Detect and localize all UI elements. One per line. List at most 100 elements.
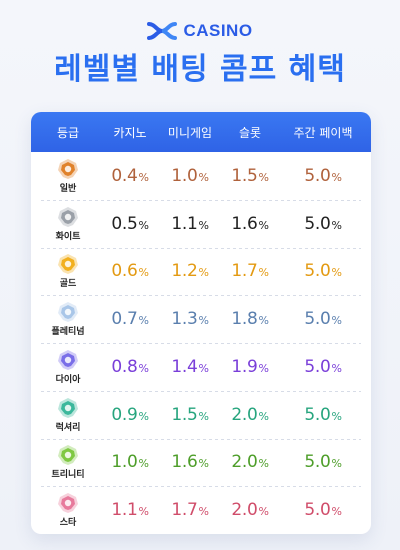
table-row: 트리니티 1.0% 1.6% 2.0% 5.0% [31,438,371,487]
brand: CASINO [0,18,400,44]
rate-value: 0.8 [111,356,138,377]
percent-unit: % [258,505,269,519]
slot-rate: 1.5% [225,166,275,186]
header-casino: 카지노 [113,125,147,140]
green-gem-emblem-icon [58,445,78,466]
slot-rate: 1.7% [225,261,275,281]
rate-value: 1.3 [171,309,198,330]
grade-cell: 트리니티 [31,444,105,480]
casino-rate: 0.8% [105,357,155,377]
percent-unit: % [138,361,149,375]
percent-unit: % [258,266,269,280]
percent-unit: % [198,505,209,519]
percent-unit: % [198,457,209,471]
slot-rate: 1.8% [225,309,275,329]
grade-name: 화이트 [55,231,81,242]
percent-unit: % [138,266,149,280]
header: CASINO 레벨별 배팅 콤프 혜택 [0,18,400,90]
percent-unit: % [198,361,209,375]
table-row: 화이트 0.5% 1.1% 1.6% 5.0% [31,199,371,248]
casino-rate: 0.4% [105,166,155,186]
percent-unit: % [331,314,342,328]
rate-value: 1.6 [231,213,258,234]
rate-value: 5.0 [304,165,331,186]
minigame-rate: 1.7% [155,500,225,520]
rate-value: 1.1 [111,500,138,521]
percent-unit: % [138,314,149,328]
percent-unit: % [331,361,342,375]
percent-unit: % [198,409,209,423]
weekly-payback-rate: 5.0% [275,309,371,329]
casino-rate: 1.0% [105,452,155,472]
casino-logo-icon [147,22,178,40]
rate-value: 1.5 [171,404,198,425]
grade-cell: 플레티넘 [31,301,105,337]
minigame-rate: 1.3% [155,309,225,329]
percent-unit: % [331,409,342,423]
rate-value: 5.0 [304,309,331,330]
rate-value: 5.0 [304,452,331,473]
rate-value: 2.0 [231,404,258,425]
rate-value: 1.4 [171,356,198,377]
table-header: 등급 카지노 미니게임 슬롯 주간 페이백 [31,112,371,152]
rate-value: 0.9 [111,404,138,425]
orange-gem-emblem-icon [58,158,78,179]
diamond-gem-emblem-icon [58,349,78,370]
percent-unit: % [331,266,342,280]
percent-unit: % [198,170,209,184]
platinum-gem-emblem-icon [58,302,78,323]
minigame-rate: 1.0% [155,166,225,186]
rate-value: 0.4 [111,165,138,186]
rate-value: 1.9 [231,356,258,377]
header-grade: 등급 [56,125,80,140]
percent-unit: % [198,266,209,280]
percent-unit: % [331,218,342,232]
weekly-payback-rate: 5.0% [275,405,371,425]
silver-gem-emblem-icon [58,206,78,227]
weekly-payback-rate: 5.0% [275,452,371,472]
table-row: 골드 0.6% 1.2% 1.7% 5.0% [31,247,371,296]
grade-cell: 스타 [31,492,105,528]
slot-rate: 1.9% [225,357,275,377]
header-weekly-payback: 주간 페이백 [293,125,353,140]
rate-value: 1.0 [171,165,198,186]
weekly-payback-rate: 5.0% [275,261,371,281]
grade-cell: 럭셔리 [31,397,105,433]
gold-gem-emblem-icon [58,254,78,275]
page-title: 레벨별 배팅 콤프 혜택 [54,52,346,87]
teal-gem-emblem-icon [58,397,78,418]
weekly-payback-rate: 5.0% [275,357,371,377]
rate-value: 0.7 [111,309,138,330]
grade-name: 다이아 [55,374,81,385]
percent-unit: % [258,457,269,471]
minigame-rate: 1.1% [155,214,225,234]
table-row: 스타 1.1% 1.7% 2.0% 5.0% [31,486,371,534]
rate-value: 1.5 [231,165,258,186]
table-row: 다이아 0.8% 1.4% 1.9% 5.0% [31,343,371,391]
percent-unit: % [198,218,209,232]
casino-rate: 0.7% [105,309,155,329]
slot-rate: 2.0% [225,405,275,425]
percent-unit: % [138,409,149,423]
table-row: 럭셔리 0.9% 1.5% 2.0% 5.0% [31,390,371,439]
grade-name: 스타 [59,518,77,529]
percent-unit: % [138,457,149,471]
grade-name: 일반 [59,183,77,194]
grade-cell: 골드 [31,253,105,289]
grade-name: 트리니티 [51,470,85,481]
rate-value: 5.0 [304,261,331,282]
minigame-rate: 1.2% [155,261,225,281]
casino-rate: 1.1% [105,500,155,520]
grade-cell: 일반 [31,158,105,194]
grade-cell: 다이아 [31,349,105,385]
percent-unit: % [331,457,342,471]
comp-table: 등급 카지노 미니게임 슬롯 주간 페이백 일반 0.4% 1.0% 1.5% 5.0%… [31,112,371,534]
percent-unit: % [258,314,269,328]
casino-rate: 0.5% [105,214,155,234]
percent-unit: % [258,218,269,232]
table-row: 플레티넘 0.7% 1.3% 1.8% 5.0% [31,295,371,343]
percent-unit: % [258,409,269,423]
table-body: 일반 0.4% 1.0% 1.5% 5.0% 화이트 0.5% 1.1% 1.6% 5.0% 골드 0… [31,152,371,534]
table-row: 일반 0.4% 1.0% 1.5% 5.0% [31,152,371,200]
rate-value: 1.6 [171,452,198,473]
